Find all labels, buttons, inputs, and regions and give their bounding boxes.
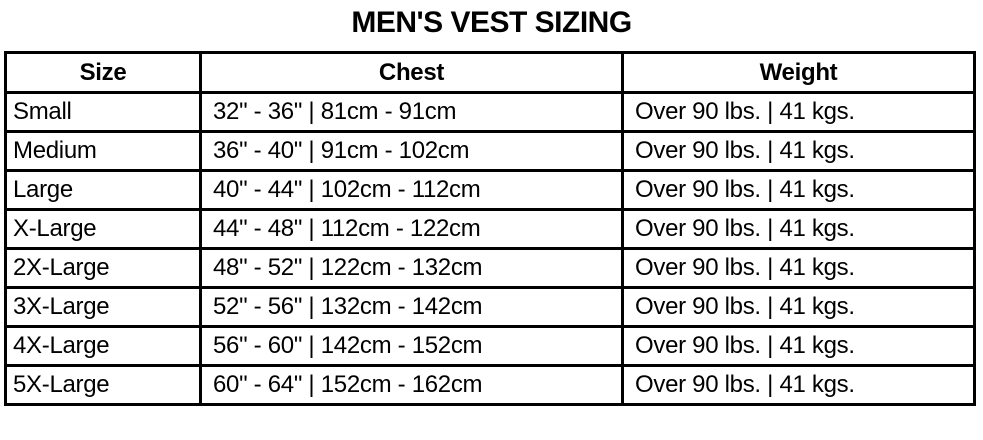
sizing-table: Size Chest Weight Small 32" - 36" | 81cm … (4, 51, 976, 406)
weight-cell: Over 90 lbs. | 41 kgs. (621, 364, 976, 406)
table-row: 3X-Large 52" - 56" | 132cm - 142cm Over 90… (4, 286, 976, 328)
chest-cell: 56" - 60" | 142cm - 152cm (199, 325, 624, 367)
size-cell: 2X-Large (4, 247, 202, 289)
table-row: Medium 36" - 40" | 91cm - 102cm Over 90 lb… (4, 130, 976, 172)
table-row: 2X-Large 48" - 52" | 122cm - 132cm Over 90… (4, 247, 976, 289)
size-cell: Large (4, 169, 202, 211)
weight-cell: Over 90 lbs. | 41 kgs. (621, 130, 976, 172)
table-row: Large 40" - 44" | 102cm - 112cm Over 90 lb… (4, 169, 976, 211)
table-row: 4X-Large 56" - 60" | 142cm - 152cm Over 90… (4, 325, 976, 367)
table-row: Small 32" - 36" | 81cm - 91cm Over 90 lbs.… (4, 91, 976, 133)
page-title: MEN'S VEST SIZING (351, 6, 632, 39)
chest-cell: 52" - 56" | 132cm - 142cm (199, 286, 624, 328)
header-chest: Chest (199, 51, 624, 94)
weight-cell: Over 90 lbs. | 41 kgs. (621, 208, 976, 250)
chest-cell: 40" - 44" | 102cm - 112cm (199, 169, 624, 211)
weight-cell: Over 90 lbs. | 41 kgs. (621, 286, 976, 328)
chest-cell: 44" - 48" | 112cm - 122cm (199, 208, 624, 250)
table-row: X-Large 44" - 48" | 112cm - 122cm Over 90 … (4, 208, 976, 250)
table-header-row: Size Chest Weight (4, 51, 976, 94)
chest-cell: 36" - 40" | 91cm - 102cm (199, 130, 624, 172)
weight-cell: Over 90 lbs. | 41 kgs. (621, 169, 976, 211)
size-cell: Small (4, 91, 202, 133)
header-size: Size (4, 51, 202, 94)
table-row: 5X-Large 60" - 64" | 152cm - 162cm Over 90… (4, 364, 976, 406)
weight-cell: Over 90 lbs. | 41 kgs. (621, 325, 976, 367)
chest-cell: 32" - 36" | 81cm - 91cm (199, 91, 624, 133)
size-cell: 3X-Large (4, 286, 202, 328)
size-cell: Medium (4, 130, 202, 172)
size-cell: 5X-Large (4, 364, 202, 406)
header-weight: Weight (621, 51, 976, 94)
chest-cell: 60" - 64" | 152cm - 162cm (199, 364, 624, 406)
size-cell: 4X-Large (4, 325, 202, 367)
weight-cell: Over 90 lbs. | 41 kgs. (621, 91, 976, 133)
size-cell: X-Large (4, 208, 202, 250)
weight-cell: Over 90 lbs. | 41 kgs. (621, 247, 976, 289)
chest-cell: 48" - 52" | 122cm - 132cm (199, 247, 624, 289)
